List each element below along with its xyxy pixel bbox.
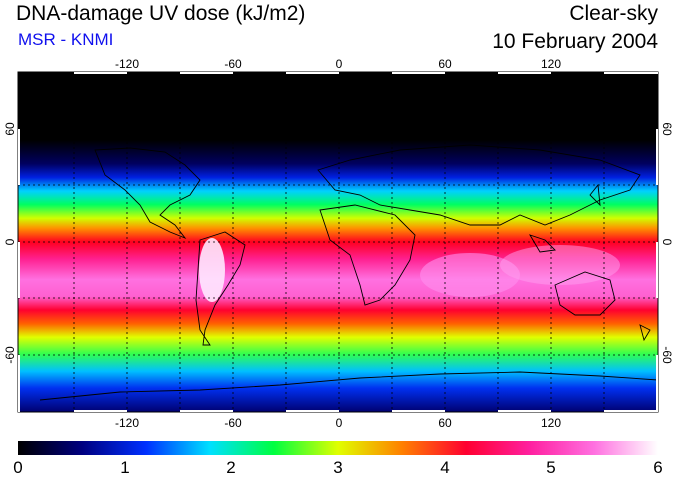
lat-label-right: -60	[660, 346, 674, 364]
colorbar-label: 2	[226, 458, 236, 477]
map-title: DNA-damage UV dose (kJ/m2)	[16, 2, 306, 25]
lon-label-bottom: -120	[115, 416, 139, 430]
lon-label-top: 0	[336, 57, 343, 71]
lon-labels-top: -120 -60 0 60 120	[115, 57, 561, 71]
lon-label-bottom: 0	[336, 416, 343, 430]
lat-labels-right: 60 0 -60	[660, 122, 674, 364]
lon-label-bottom: 120	[541, 416, 561, 430]
colorbar-label: 0	[13, 458, 23, 477]
colorbar-label: 6	[653, 458, 663, 477]
lon-label-top: -60	[224, 57, 242, 71]
lat-label-right: 60	[660, 122, 674, 136]
lat-labels-left: 60 0 -60	[3, 122, 17, 364]
colorbar-label: 3	[333, 458, 343, 477]
coastlines	[39, 144, 658, 401]
south-america-high-dose	[199, 238, 225, 302]
map-frame	[17, 71, 659, 413]
date-label: 10 February 2004	[492, 30, 658, 53]
sky-condition-label: Clear-sky	[569, 2, 658, 25]
lon-label-top: 120	[541, 57, 561, 71]
lat-label-left: -60	[3, 346, 17, 364]
australia-high-dose	[500, 245, 620, 285]
lon-label-top: -120	[115, 57, 139, 71]
lon-label-top: 60	[438, 57, 452, 71]
colorbar-label: 4	[440, 458, 450, 477]
lat-label-left: 0	[3, 238, 17, 245]
source-label: MSR - KNMI	[18, 30, 114, 49]
lat-label-right: 0	[660, 239, 674, 246]
lon-label-bottom: 60	[438, 416, 452, 430]
lon-labels-bottom: -120 -60 0 60 120	[115, 416, 561, 430]
colorbar-label: 5	[546, 458, 556, 477]
lat-label-left: 60	[3, 122, 17, 136]
colorbar-label: 1	[120, 458, 130, 477]
graticule	[18, 72, 658, 412]
colorbar	[18, 441, 658, 455]
lon-label-bottom: -60	[224, 416, 242, 430]
